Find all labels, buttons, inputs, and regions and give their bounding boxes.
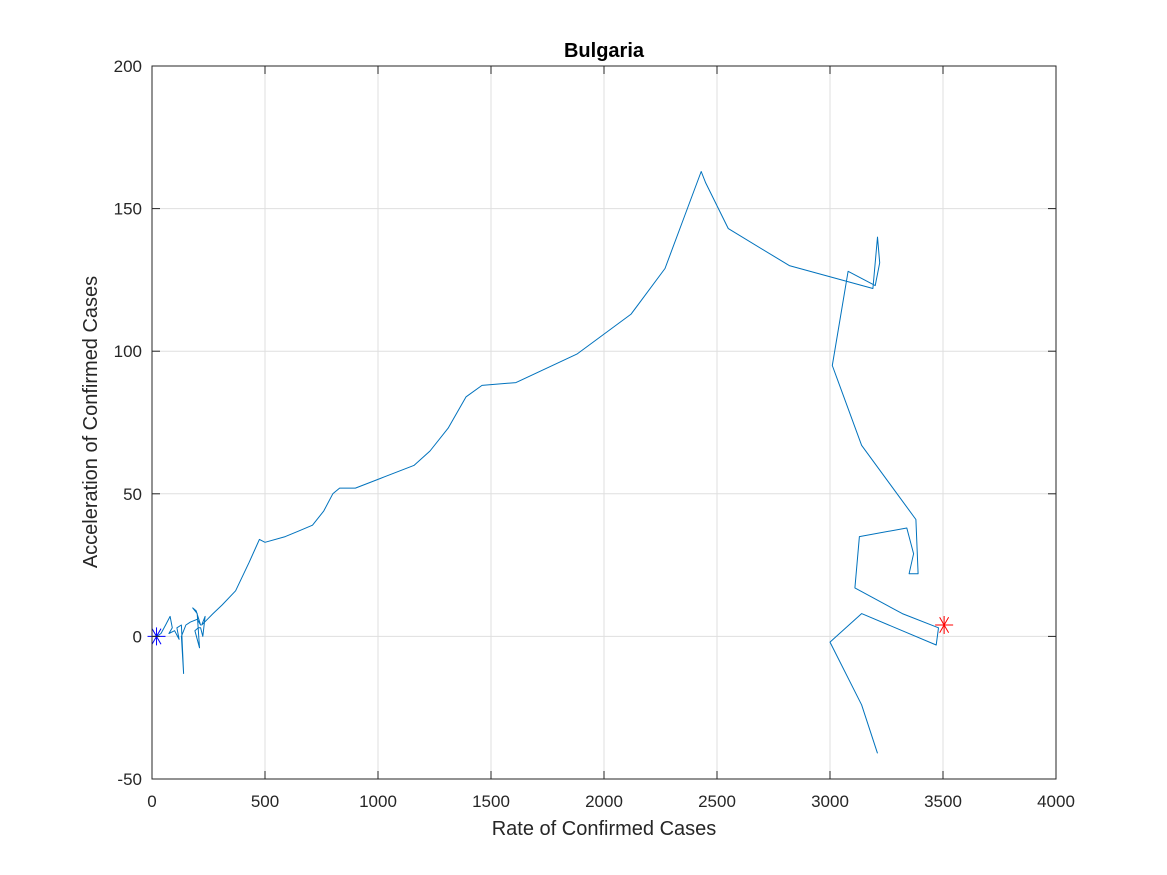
y-tick-labels: -50 0 50 100 150 200 <box>114 57 142 789</box>
y-tick-label: -50 <box>117 770 142 789</box>
y-tick-label: 50 <box>123 485 142 504</box>
y-tick-label: 150 <box>114 200 142 219</box>
y-tick-label: 100 <box>114 342 142 361</box>
x-tick-label: 4000 <box>1037 792 1075 811</box>
y-axis-label: Acceleration of Confirmed Cases <box>80 276 102 568</box>
y-tick-label: 0 <box>133 627 142 646</box>
x-tick-label: 1000 <box>359 792 397 811</box>
series-line <box>154 171 939 754</box>
x-tick-labels: 0 500 1000 1500 2000 2500 3000 3500 4000 <box>147 792 1075 811</box>
x-tick-label: 3000 <box>811 792 849 811</box>
x-tick-label: 2000 <box>585 792 623 811</box>
x-tick-label: 500 <box>251 792 279 811</box>
x-tick-label: 2500 <box>698 792 736 811</box>
chart-title: Bulgaria <box>564 40 645 62</box>
x-tick-label: 3500 <box>924 792 962 811</box>
x-tick-label: 0 <box>147 792 156 811</box>
end-marker <box>935 615 954 634</box>
x-tick-label: 1500 <box>472 792 510 811</box>
x-axis-label: Rate of Confirmed Cases <box>492 818 717 840</box>
ticks <box>151 65 1057 780</box>
y-tick-label: 200 <box>114 57 142 76</box>
series-layer <box>154 171 939 754</box>
